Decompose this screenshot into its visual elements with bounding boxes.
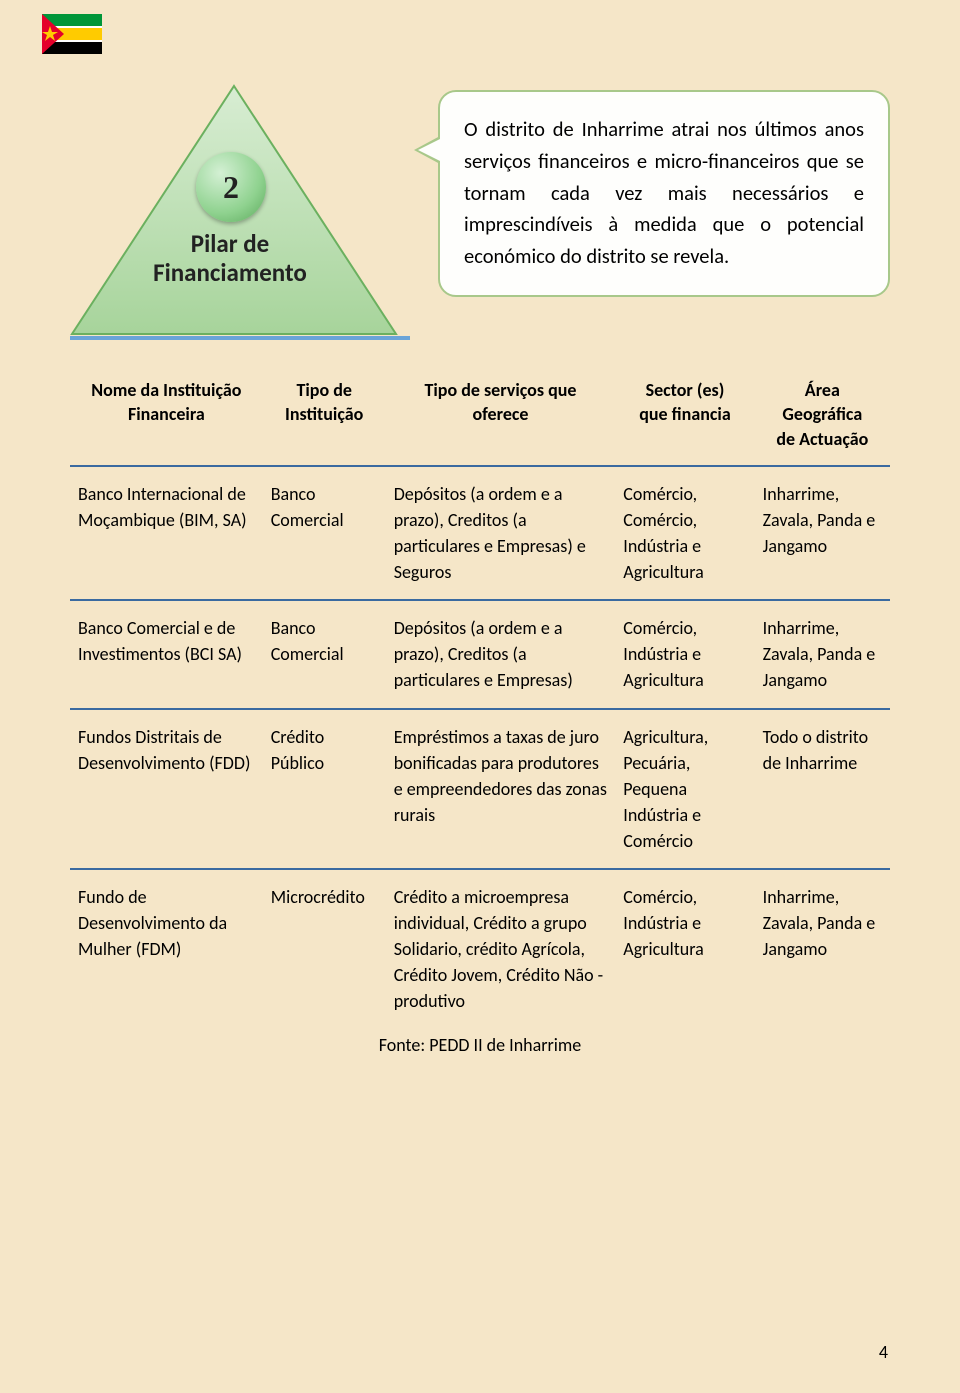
table-row: Banco Internacional de Moçambique (BIM, … — [70, 466, 890, 600]
table-header-row: Nome da Instituição Financeira Tipo de I… — [70, 368, 890, 466]
pilar-triangle: 2 Pilar de Financiamento — [70, 70, 410, 340]
cell-tipo: Banco Comercial — [263, 600, 386, 708]
table-source: Fonte: PEDD II de Inharrime — [70, 1034, 890, 1056]
pilar-number-badge: 2 — [196, 152, 266, 222]
page-number: 4 — [879, 1341, 888, 1363]
cell-sector: Comércio, Comércio, Indústria e Agricult… — [615, 466, 754, 600]
th-tipo: Tipo de Instituição — [263, 368, 386, 466]
cell-tipo: Crédito Público — [263, 709, 386, 869]
table-row: Banco Comercial e de Investimentos (BCI … — [70, 600, 890, 708]
cell-nome: Fundos Distritais de Desenvolvimento (FD… — [70, 709, 263, 869]
finance-table: Nome da Instituição Financeira Tipo de I… — [70, 368, 890, 1028]
cell-servicos: Empréstimos a taxas de juro bonificadas … — [386, 709, 616, 869]
th-nome: Nome da Instituição Financeira — [70, 368, 263, 466]
cell-area: Inharrime, Zavala, Panda e Jangamo — [755, 600, 890, 708]
cell-sector: Comércio, Indústria e Agricultura — [615, 600, 754, 708]
cell-nome: Banco Comercial e de Investimentos (BCI … — [70, 600, 263, 708]
cell-sector: Comércio, Indústria e Agricultura — [615, 869, 754, 1028]
cell-servicos: Depósitos (a ordem e a prazo), Creditos … — [386, 600, 616, 708]
cell-area: Inharrime, Zavala, Panda e Jangamo — [755, 466, 890, 600]
cell-tipo: Microcrédito — [263, 869, 386, 1028]
pilar-number: 2 — [223, 169, 239, 206]
cell-nome: Fundo de Desenvolvimento da Mulher (FDM) — [70, 869, 263, 1028]
th-sector: Sector (es) que financia — [615, 368, 754, 466]
cell-nome: Banco Internacional de Moçambique (BIM, … — [70, 466, 263, 600]
cell-servicos: Crédito a microempresa individual, Crédi… — [386, 869, 616, 1028]
cell-tipo: Banco Comercial — [263, 466, 386, 600]
th-servicos: Tipo de serviços que oferece — [386, 368, 616, 466]
cell-sector: Agricultura, Pecuária, Pequena Indústria… — [615, 709, 754, 869]
table-row: Fundo de Desenvolvimento da Mulher (FDM)… — [70, 869, 890, 1028]
pilar-title: Pilar de Financiamento — [130, 230, 330, 288]
th-area: Área Geográfica de Actuação — [755, 368, 890, 466]
cell-servicos: Depósitos (a ordem e a prazo), Creditos … — [386, 466, 616, 600]
callout-box: O distrito de Inharrime atrai nos último… — [438, 90, 890, 297]
cell-area: Inharrime, Zavala, Panda e Jangamo — [755, 869, 890, 1028]
callout-text: O distrito de Inharrime atrai nos último… — [464, 116, 864, 269]
mozambique-flag — [42, 14, 102, 54]
cell-area: Todo o distrito de Inharrime — [755, 709, 890, 869]
table-row: Fundos Distritais de Desenvolvimento (FD… — [70, 709, 890, 869]
